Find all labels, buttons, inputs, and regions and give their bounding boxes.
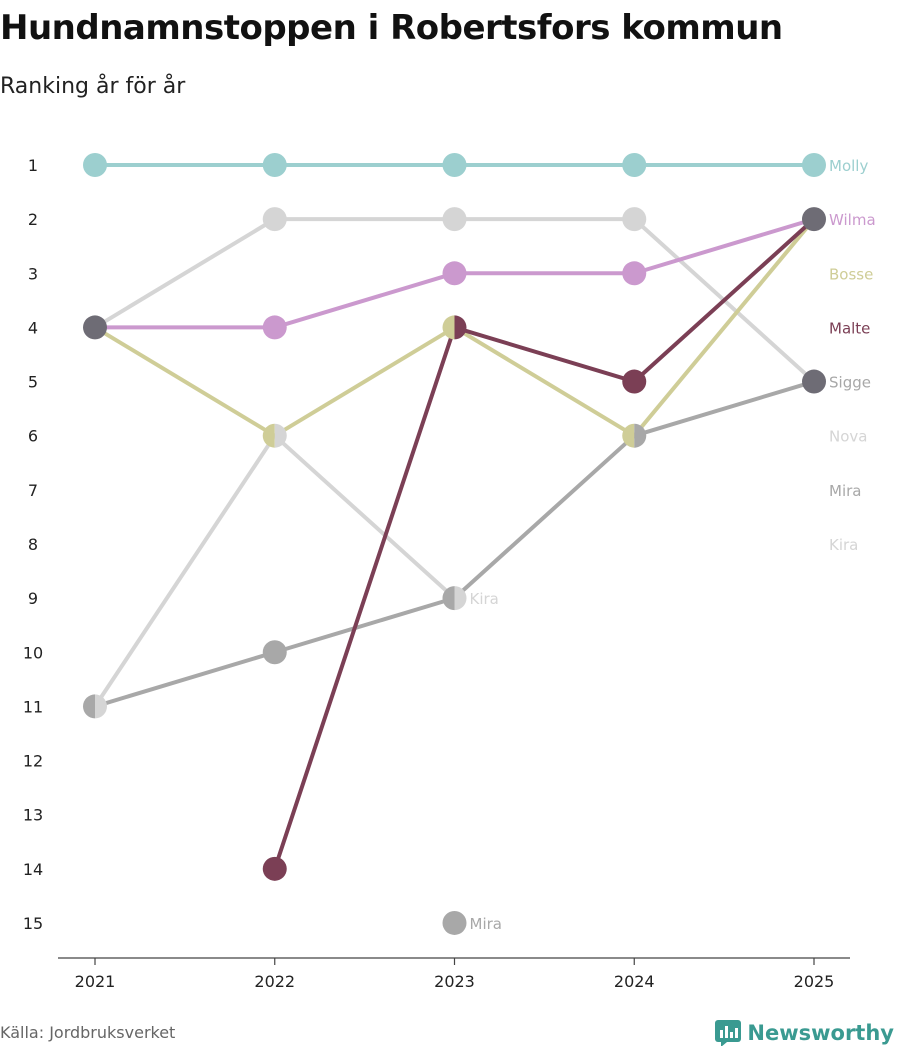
- y-tick-label: 15: [23, 914, 43, 933]
- y-tick-label: 9: [28, 589, 38, 608]
- point-marker-right-half: [634, 423, 647, 448]
- legend-label-wilma: Wilma: [829, 211, 876, 229]
- point-marker-malte: [622, 369, 647, 394]
- point-marker-nova: [442, 207, 467, 232]
- x-tick-label: 2024: [614, 972, 655, 991]
- point-annotation-kira: Kira: [470, 590, 499, 608]
- point-marker-right-half: [95, 694, 107, 719]
- point-marker-left-half: [622, 423, 635, 448]
- point-marker-nova: [622, 207, 647, 232]
- point-marker-molly: [622, 153, 647, 177]
- point-marker-molly: [802, 153, 826, 177]
- y-tick-label: 13: [23, 806, 43, 825]
- legend-label-mira: Mira: [829, 482, 861, 500]
- y-tick-label: 7: [28, 481, 38, 500]
- chart-title: Hundnamnstoppen i Robertsfors kommun: [0, 8, 783, 48]
- point-marker-left-half: [83, 694, 95, 719]
- chart-subtitle: Ranking år för år: [0, 74, 186, 99]
- series-line-kira: [93, 433, 457, 709]
- y-tick-label: 14: [23, 860, 43, 879]
- point-marker-mira: [802, 369, 826, 394]
- y-tick-label: 3: [28, 264, 38, 283]
- y-tick-label: 2: [28, 210, 38, 229]
- point-marker-mira: [442, 910, 467, 935]
- x-tick-label: 2021: [75, 972, 116, 991]
- point-marker-wilma: [622, 261, 647, 286]
- point-marker-molly: [442, 153, 467, 177]
- point-marker-molly: [83, 153, 107, 177]
- point-marker-wilma: [442, 261, 467, 286]
- x-tick-label: 2023: [434, 972, 475, 991]
- y-tick-label: 4: [28, 318, 38, 337]
- newsworthy-logo-icon: [715, 1020, 742, 1046]
- legend-label-sigge: Sigge: [829, 374, 871, 392]
- series-line-malte: [272, 217, 816, 871]
- x-tick-label: 2022: [254, 972, 295, 991]
- source-note: Källa: Jordbruksverket: [0, 1023, 176, 1042]
- legend-label-molly: Molly: [829, 157, 868, 175]
- point-marker-left-half: [442, 315, 455, 340]
- y-tick-label: 10: [23, 643, 43, 662]
- point-marker-wilma: [802, 207, 826, 232]
- point-marker-mira: [262, 640, 287, 665]
- point-marker-right-half: [274, 423, 287, 448]
- point-marker-wilma: [83, 315, 107, 340]
- point-marker-molly: [262, 153, 287, 177]
- point-marker-right-half: [454, 315, 467, 340]
- brand-name: Newsworthy: [747, 1021, 894, 1045]
- series-line-nova: [93, 217, 816, 384]
- legend-label-nova: Nova: [829, 428, 867, 446]
- point-marker-right-half: [454, 586, 467, 611]
- y-tick-label: 11: [23, 697, 43, 716]
- y-tick-label: 8: [28, 535, 38, 554]
- legend-label-malte: Malte: [829, 319, 870, 337]
- point-marker-left-half: [442, 586, 455, 611]
- y-tick-label: 5: [28, 373, 38, 392]
- y-tick-label: 12: [23, 752, 43, 771]
- point-marker-wilma: [262, 315, 287, 340]
- y-tick-label: 6: [28, 427, 38, 446]
- x-tick-label: 2025: [794, 972, 835, 991]
- point-marker-nova: [262, 207, 287, 232]
- brand-logo: Newsworthy: [715, 1016, 894, 1050]
- point-marker-left-half: [262, 423, 275, 448]
- point-annotation-mira: Mira: [470, 915, 502, 933]
- legend-label-kira: Kira: [829, 536, 858, 554]
- legend-label-bosse: Bosse: [829, 265, 873, 283]
- point-marker-malte: [262, 856, 287, 881]
- y-tick-label: 1: [28, 156, 38, 175]
